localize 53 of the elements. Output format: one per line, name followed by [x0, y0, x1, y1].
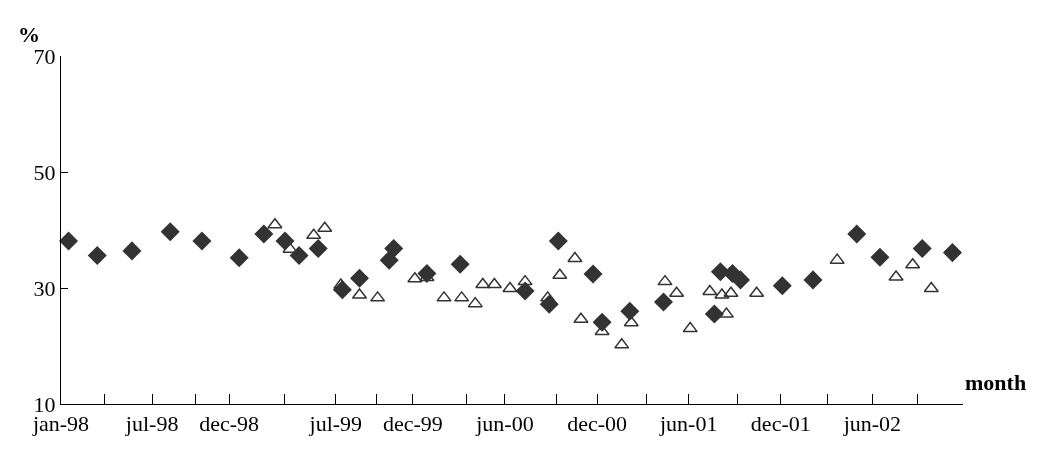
point — [943, 243, 962, 262]
x-tick-label: dec-99 — [382, 411, 443, 437]
point — [515, 281, 535, 301]
point — [682, 321, 698, 333]
point — [702, 284, 718, 296]
point — [654, 292, 673, 312]
point — [384, 239, 403, 258]
point — [350, 268, 369, 288]
x-tick-label: dec-00 — [567, 411, 627, 437]
x-tick-label: jun-00 — [475, 411, 534, 437]
point — [161, 222, 180, 241]
point — [773, 276, 792, 295]
point — [289, 246, 309, 265]
y-tick-label: 30 — [33, 275, 56, 301]
point — [847, 224, 866, 244]
x-tick-label: dec-98 — [199, 411, 260, 437]
point — [309, 239, 328, 258]
point — [407, 271, 423, 283]
point — [450, 255, 470, 274]
point — [229, 248, 249, 268]
point — [913, 239, 932, 258]
point — [870, 248, 890, 267]
point — [657, 274, 673, 286]
point — [59, 231, 78, 251]
point — [592, 313, 612, 332]
point — [502, 281, 518, 293]
point — [275, 231, 295, 251]
x-axis-title: month — [965, 370, 1027, 395]
point — [192, 231, 212, 251]
x-tick-label: dec-01 — [750, 411, 811, 437]
point — [567, 251, 583, 263]
point — [583, 264, 603, 284]
point — [705, 304, 724, 324]
x-tick-label: jun-02 — [842, 411, 902, 437]
point — [122, 241, 142, 261]
x-tick-label: jul-98 — [124, 411, 179, 437]
point — [731, 270, 750, 290]
point — [317, 221, 333, 233]
x-tick-label: jun-01 — [658, 411, 718, 437]
x-tick-label: jul-99 — [308, 411, 363, 437]
point — [549, 231, 568, 251]
point — [88, 246, 107, 265]
point — [923, 281, 939, 293]
point — [486, 277, 503, 289]
point — [467, 296, 483, 308]
point — [254, 224, 274, 244]
point — [475, 277, 491, 289]
point — [803, 270, 823, 290]
point — [517, 274, 533, 286]
point — [620, 302, 639, 321]
point — [379, 250, 399, 270]
point — [573, 312, 589, 324]
y-tick-label: 50 — [33, 159, 56, 185]
